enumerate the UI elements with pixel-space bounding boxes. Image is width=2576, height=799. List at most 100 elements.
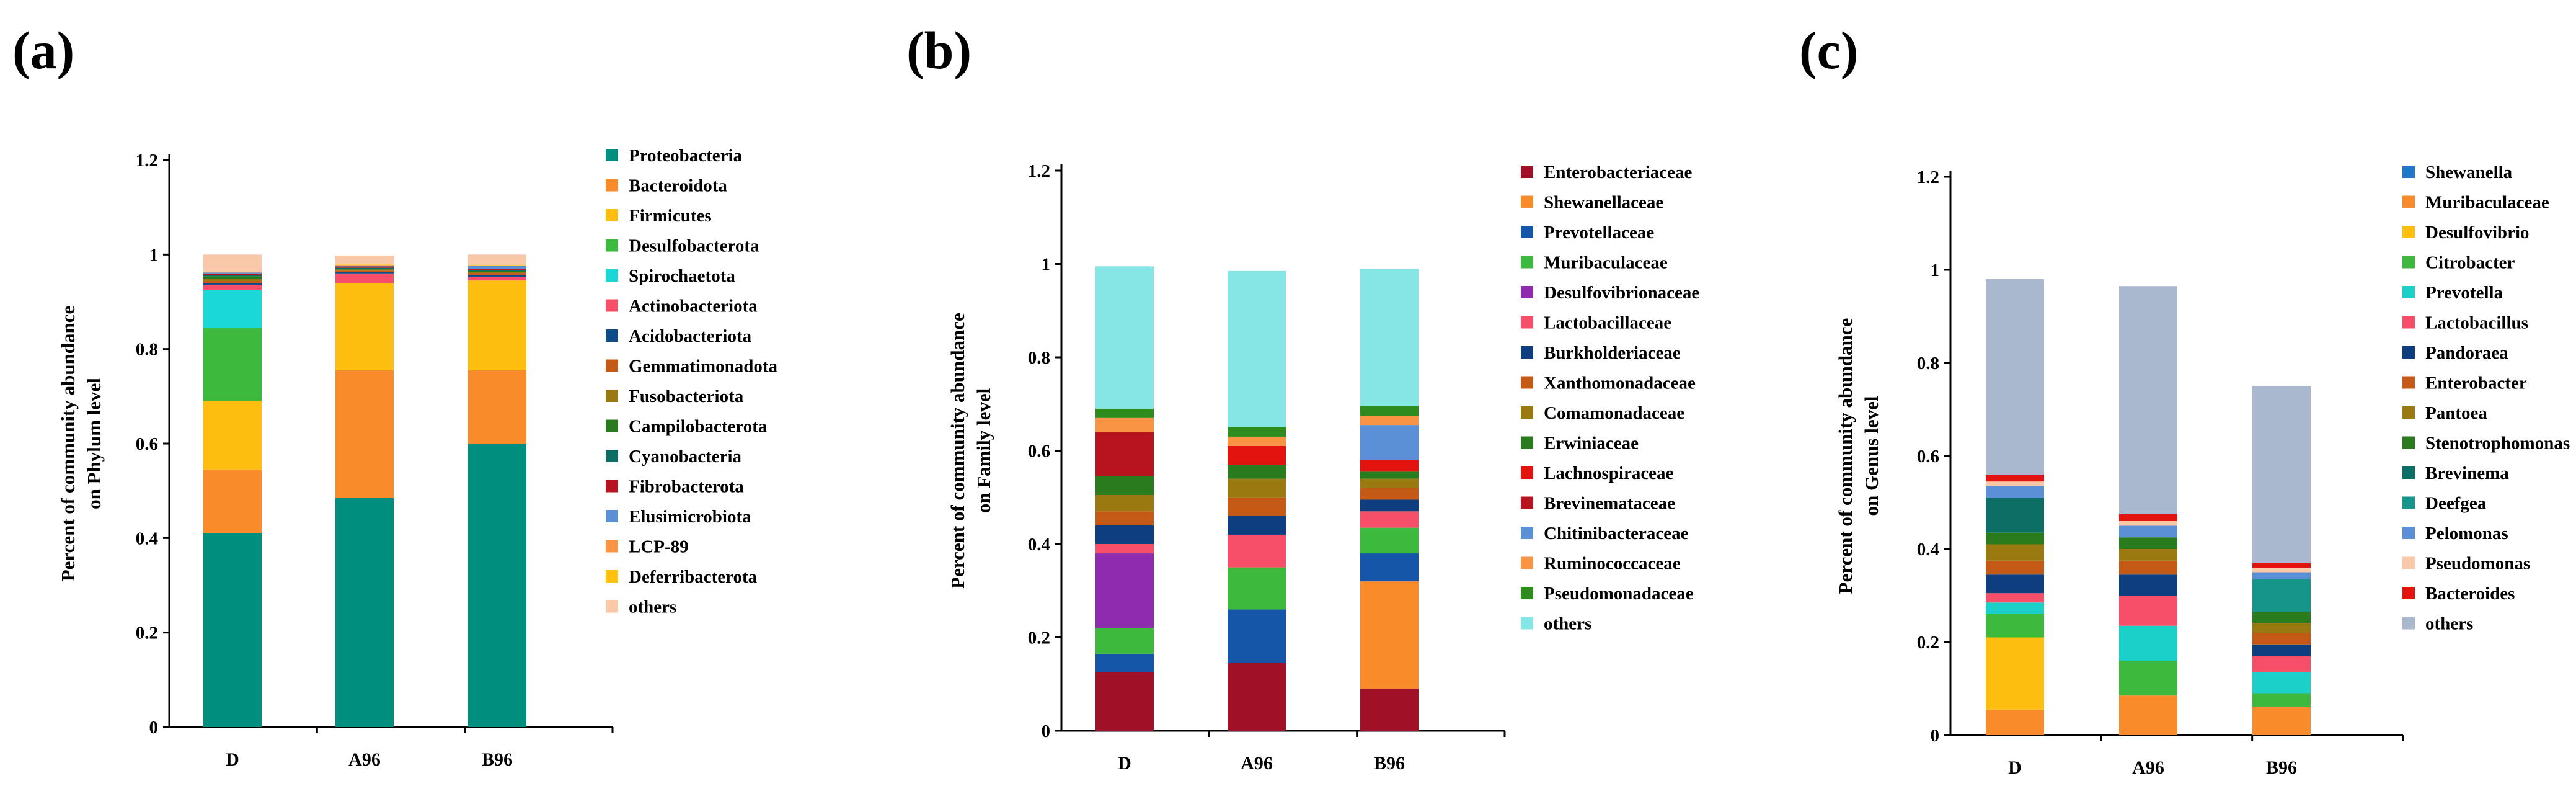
bar-segment: [1360, 511, 1419, 528]
bar-segment: [1986, 637, 2044, 710]
bar-segment: [203, 285, 262, 290]
bar-segment: [1095, 408, 1154, 418]
legend-label: Desulfobacterota: [629, 236, 759, 256]
bar-segment: [335, 370, 394, 498]
legend-swatch: [2402, 286, 2415, 298]
bar-segment: [2119, 560, 2177, 575]
legend-label: Desulfovibrio: [2425, 223, 2530, 243]
bar-segment: [468, 270, 526, 271]
bar-segment: [1986, 544, 2044, 561]
bar-segment: [1228, 663, 1286, 731]
legend-label: Muribaculaceae: [1544, 253, 1668, 273]
legend-swatch: [1521, 316, 1533, 329]
legend-label: others: [1544, 614, 1591, 634]
panel-label: (c): [1799, 20, 1858, 80]
bar-segment: [1095, 553, 1154, 628]
legend-label: others: [2425, 614, 2473, 634]
legend-swatch: [606, 419, 618, 432]
legend-swatch: [1521, 556, 1533, 569]
legend-swatch: [1521, 195, 1533, 208]
bar-segment: [2252, 672, 2311, 694]
bar-segment: [468, 272, 526, 274]
legend-label: Proteobacteria: [629, 146, 743, 166]
legend-label: Shewanellaceae: [1544, 193, 1663, 213]
legend-label: Deferribacterota: [629, 567, 758, 587]
bar-segment: [2252, 623, 2311, 633]
bar-segment: [335, 264, 394, 266]
legend-swatch: [606, 480, 618, 493]
x-tick-label: B96: [2266, 757, 2297, 778]
bar-segment: [2119, 661, 2177, 696]
bar-segment: [1095, 476, 1154, 495]
legend-label: Lactobacillaceae: [1544, 313, 1671, 333]
bar-segment: [468, 266, 526, 269]
bar-segment: [335, 283, 394, 370]
legend-swatch: [1521, 256, 1533, 269]
legend-label: Stenotrophomonas: [2425, 434, 2570, 453]
bar-segment: [1986, 602, 2044, 614]
y-tick-label: 0.4: [136, 529, 158, 548]
legend-label: others: [629, 597, 676, 617]
legend-label: Pantoea: [2425, 403, 2487, 423]
legend-label: Campilobacterota: [629, 417, 768, 437]
bar-segment: [1095, 653, 1154, 672]
legend-swatch: [606, 209, 618, 221]
bar-stack-D: [1095, 266, 1154, 731]
legend-label: Prevotella: [2425, 283, 2503, 303]
bar-segment: [1360, 269, 1419, 407]
y-tick-label: 1.2: [1917, 167, 1939, 187]
legend-swatch: [2402, 436, 2415, 449]
bar-segment: [1095, 266, 1154, 409]
bar-segment: [2119, 574, 2177, 596]
bar-segment: [2119, 537, 2177, 549]
bar-segment: [1228, 516, 1286, 535]
legend-label: Comamonadaceae: [1544, 403, 1684, 423]
bar-segment: [1228, 609, 1286, 663]
bar-segment: [335, 255, 394, 265]
bar-segment: [335, 265, 394, 267]
bar-segment: [335, 269, 394, 271]
bar-segment: [2252, 656, 2311, 672]
bar-segment: [1095, 628, 1154, 654]
legend-label: Spirochaetota: [629, 266, 735, 286]
bar-segment: [335, 498, 394, 727]
bar-segment: [1986, 279, 2044, 475]
y-tick-label: 0.8: [1917, 354, 1939, 373]
bar-segment: [335, 267, 394, 269]
y-axis-title: on Genus level: [1861, 396, 1882, 516]
legend-label: Shewanella: [2425, 163, 2513, 182]
legend-swatch: [2402, 316, 2415, 329]
legend-swatch: [2402, 195, 2415, 208]
bar-segment: [1986, 614, 2044, 638]
y-tick-label: 0.2: [1917, 633, 1939, 653]
bar-segment: [2119, 514, 2177, 521]
bar-segment: [1986, 593, 2044, 603]
panel-label: (a): [12, 20, 74, 80]
bar-segment: [203, 280, 262, 283]
bar-segment: [468, 444, 526, 727]
bar-segment: [1095, 494, 1154, 512]
legend-swatch: [606, 510, 618, 522]
panel-label: (b): [906, 20, 972, 80]
y-axis-title: Percent of community abundance: [947, 313, 968, 589]
bar-segment: [203, 272, 262, 273]
legend: Shewanella Muribaculaceae Desulfovibrio Cit…: [2402, 163, 2570, 634]
legend-swatch: [2402, 556, 2415, 569]
bar-segment: [1986, 486, 2044, 498]
bar-segment: [468, 275, 526, 277]
bar-segment: [2252, 644, 2311, 656]
legend-swatch: [606, 269, 618, 282]
legend-label: Erwiniaceae: [1544, 434, 1639, 453]
legend-label: Brevinemataceae: [1544, 494, 1675, 514]
bar-segment: [1360, 406, 1419, 416]
y-tick-label: 1: [1042, 255, 1051, 275]
legend-swatch: [1521, 286, 1533, 298]
bar-stack-A96: [335, 255, 394, 727]
bar-segment: [335, 266, 394, 268]
legend-swatch: [2402, 527, 2415, 539]
y-axis-title: on Phylum level: [83, 378, 105, 509]
y-tick-label: 0: [1042, 721, 1051, 741]
legend-label: Prevotellaceae: [1544, 223, 1654, 243]
y-tick-label: 0.2: [1028, 628, 1050, 648]
bar-segment: [2119, 596, 2177, 626]
